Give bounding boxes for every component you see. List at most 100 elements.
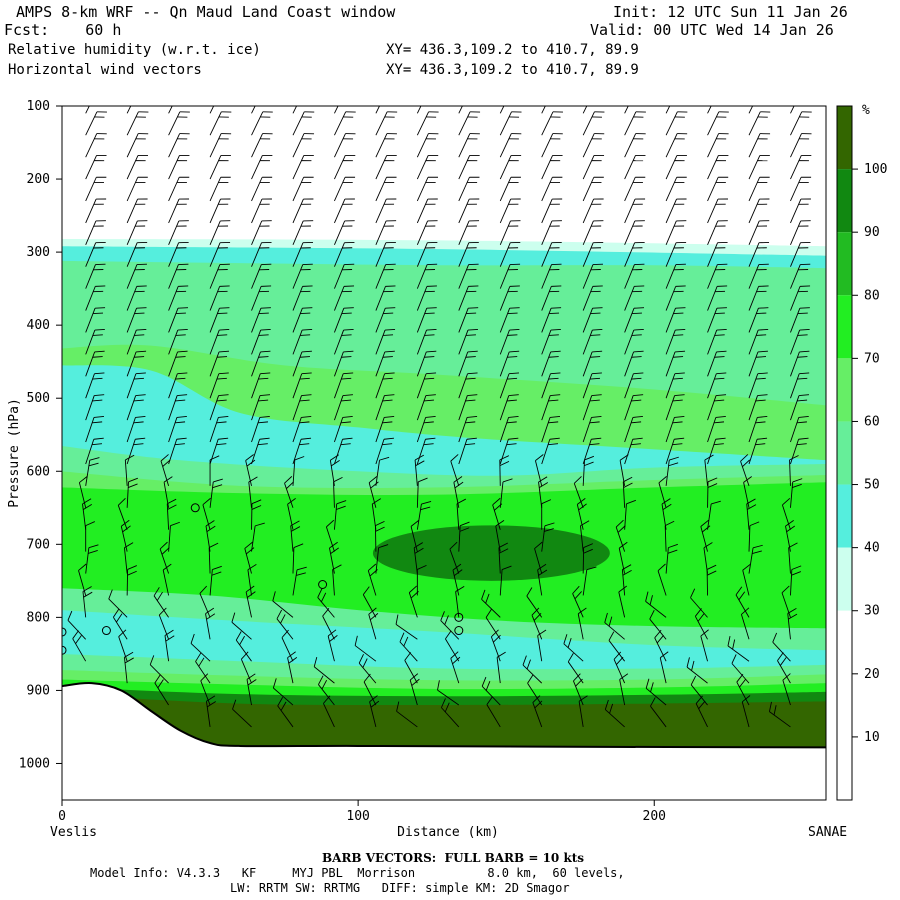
wind-barb <box>582 220 604 245</box>
wind-barb <box>251 372 271 399</box>
wind-barb <box>166 498 177 530</box>
wind-barb <box>85 242 106 267</box>
wind-barb <box>251 329 271 355</box>
wind-barb <box>334 198 355 224</box>
wind-barb <box>334 437 353 465</box>
wind-barb <box>707 198 728 224</box>
wind-barb <box>541 307 562 333</box>
plot-area <box>62 106 826 800</box>
wind-barb <box>410 519 420 552</box>
x-tick-label: 100 <box>346 809 369 824</box>
wind-barb <box>123 651 134 684</box>
wind-barb <box>409 673 420 706</box>
wind-barb <box>72 630 87 662</box>
wind-barb <box>604 612 625 640</box>
wind-barb <box>334 154 356 180</box>
colorbar-tick-label: 60 <box>864 414 880 429</box>
wind-barb <box>788 542 798 574</box>
terrain-surface-line <box>62 682 826 749</box>
wind-barb <box>416 329 437 355</box>
wind-barb <box>85 372 105 399</box>
wind-barb <box>541 350 561 377</box>
wind-barb <box>126 242 148 267</box>
wind-barb <box>416 500 432 530</box>
wind-barb <box>541 394 561 421</box>
wind-barb <box>790 372 810 399</box>
wind-barb <box>168 329 188 355</box>
wind-barb <box>251 176 273 202</box>
wind-barb <box>665 437 685 465</box>
wind-barb <box>458 263 479 289</box>
wind-barb <box>334 285 355 311</box>
wind-barb <box>781 585 791 618</box>
wind-barb <box>490 629 501 662</box>
wind-barb <box>375 329 396 355</box>
wind-barb <box>665 133 688 158</box>
wind-barb <box>248 476 258 508</box>
wind-barb <box>541 198 563 224</box>
wind-barb <box>499 106 505 114</box>
wind-barb <box>790 478 803 508</box>
wind-barb <box>251 499 262 530</box>
wind-barb <box>458 176 480 202</box>
wind-barb <box>499 350 520 377</box>
wind-barb <box>665 350 686 377</box>
wind-barb <box>416 263 438 289</box>
wind-barb <box>153 587 169 618</box>
wind-barb <box>665 394 685 421</box>
wind-barb <box>790 416 809 443</box>
wind-barb <box>748 329 769 355</box>
wind-barb <box>563 634 584 662</box>
colorbar-tick-label: 40 <box>864 541 880 556</box>
wind-barb <box>168 133 190 158</box>
wind-barb <box>624 263 645 289</box>
wind-barb <box>277 697 294 728</box>
wind-barb <box>541 242 562 267</box>
wind-barb <box>665 372 685 399</box>
wind-barb <box>375 544 389 574</box>
wind-barb <box>790 285 811 311</box>
wind-barb <box>408 585 419 618</box>
wind-barb <box>251 437 270 465</box>
wind-barb <box>251 106 256 114</box>
wind-barb <box>748 307 769 333</box>
wind-barb <box>481 589 501 618</box>
wind-barb <box>416 372 437 399</box>
wind-barb <box>209 307 230 333</box>
wind-barb <box>541 154 563 180</box>
wind-barb <box>499 394 519 421</box>
wind-barb <box>126 394 146 421</box>
wind-barb <box>499 133 522 158</box>
field1-name: Relative humidity (w.r.t. ice) <box>8 42 261 58</box>
wind-barb <box>582 198 604 224</box>
wind-barb <box>292 263 313 289</box>
wind-barb <box>445 630 460 662</box>
wind-barb <box>704 454 714 486</box>
wind-barb <box>458 329 478 355</box>
wind-barb <box>168 198 190 224</box>
wind-barb <box>499 285 520 311</box>
wind-barb <box>657 563 667 596</box>
y-tick-label: 100 <box>27 99 50 114</box>
wind-barb <box>126 350 147 377</box>
wind-barb <box>440 611 460 640</box>
barb-note: BARB VECTORS: FULL BARB = 10 kts <box>322 851 585 865</box>
wind-barb <box>694 608 708 640</box>
wind-barb <box>209 437 229 465</box>
wind-barb <box>416 154 439 180</box>
wind-barb <box>85 544 99 574</box>
wind-barb <box>251 133 273 158</box>
colorbar-swatch <box>837 547 852 611</box>
wind-barb <box>541 220 562 245</box>
wind-barb <box>686 657 708 684</box>
wind-barb <box>209 350 230 377</box>
wind-barb <box>742 563 751 596</box>
wind-barb <box>416 106 422 114</box>
wind-barb <box>251 111 273 136</box>
wind-barb <box>85 111 107 136</box>
wind-barb <box>168 242 189 267</box>
wind-barb <box>582 133 605 158</box>
wind-barb <box>703 542 713 574</box>
wind-barb <box>582 350 603 377</box>
wind-barb <box>499 416 519 443</box>
